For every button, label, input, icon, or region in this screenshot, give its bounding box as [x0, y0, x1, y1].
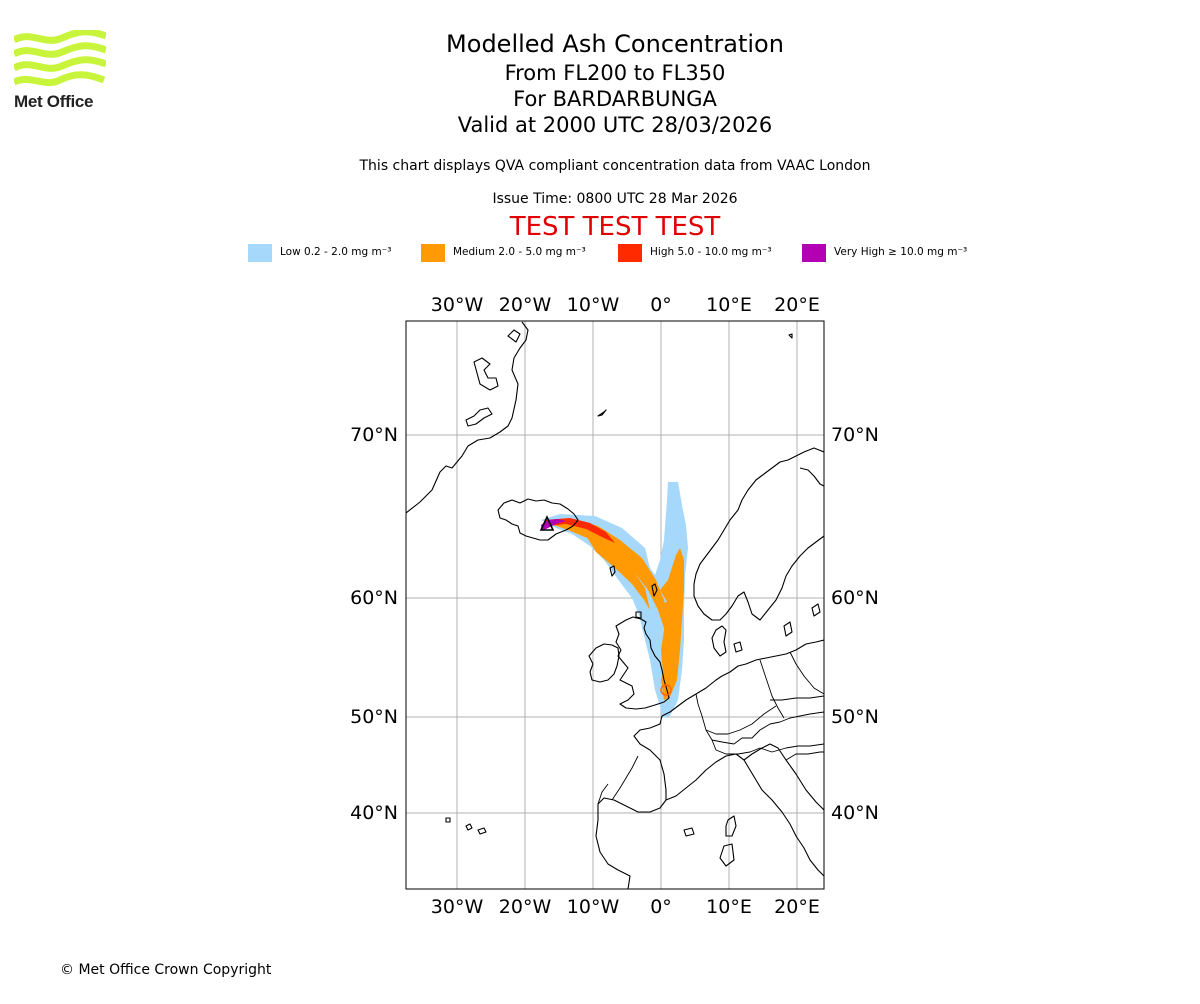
lon-label: 10°E — [706, 896, 752, 918]
valid-time: Valid at 2000 UTC 28/03/2026 — [457, 113, 773, 137]
met-office-waves-icon — [14, 30, 106, 87]
lon-label: 30°W — [431, 294, 484, 316]
lat-label: 70°N — [831, 424, 879, 446]
legend-label-medium: Medium 2.0 - 5.0 mg m⁻³ — [453, 246, 586, 258]
volcano-marker-icon[interactable] — [539, 515, 555, 531]
legend-label-high: High 5.0 - 10.0 mg m⁻³ — [650, 246, 772, 258]
logo-wave — [14, 30, 106, 44]
lat-labels-right: 70°N 60°N 50°N 40°N — [831, 424, 879, 824]
logo-wave — [14, 42, 106, 58]
graticule — [406, 321, 824, 889]
lat-label: 60°N — [831, 587, 879, 609]
lon-label: 20°E — [774, 294, 820, 316]
lon-label: 20°W — [499, 896, 552, 918]
lon-label: 30°W — [431, 896, 484, 918]
legend-swatch-very-high — [802, 244, 826, 262]
met-office-logo: Met Office — [14, 30, 110, 112]
legend-label-very-high: Very High ≥ 10.0 mg m⁻³ — [834, 246, 968, 258]
coastlines — [406, 321, 824, 889]
lat-label: 50°N — [831, 706, 879, 728]
test-banner: TEST TEST TEST — [509, 212, 721, 242]
logo-wave — [14, 56, 106, 72]
logo-wave — [14, 71, 106, 87]
legend-swatch-low — [248, 244, 272, 262]
plume-end-marker-icon — [660, 684, 672, 696]
logo-text: Met Office — [14, 92, 94, 111]
lon-label: 20°E — [774, 896, 820, 918]
ash-very-high-area — [541, 519, 566, 531]
volcano-name: For BARDARBUNGA — [513, 87, 717, 111]
lon-label: 10°W — [567, 896, 620, 918]
copyright: © Met Office Crown Copyright — [60, 962, 272, 978]
map-frame — [405, 320, 825, 890]
lon-label: 20°W — [499, 294, 552, 316]
lon-label: 0° — [650, 896, 672, 918]
ash-low-area — [541, 482, 688, 718]
qva-note: This chart displays QVA compliant concen… — [359, 158, 871, 174]
ash-high-area — [545, 518, 615, 543]
lat-label: 40°N — [831, 802, 879, 824]
lon-labels-top: 30°W 20°W 10°W 0° 10°E 20°E — [431, 294, 820, 316]
legend-swatch-high — [618, 244, 642, 262]
issue-time: Issue Time: 0800 UTC 28 Mar 2026 — [492, 191, 738, 207]
legend-label-low: Low 0.2 - 2.0 mg m⁻³ — [280, 246, 392, 258]
ash-medium-area — [545, 519, 684, 700]
chart-title-block: Modelled Ash Concentration From FL200 to… — [315, 28, 915, 138]
lon-label: 10°W — [567, 294, 620, 316]
chart-title: Modelled Ash Concentration — [446, 30, 784, 58]
lat-label: 50°N — [350, 706, 398, 728]
lon-label: 0° — [650, 294, 672, 316]
lat-labels-left: 70°N 60°N 50°N 40°N — [350, 424, 398, 824]
flight-levels: From FL200 to FL350 — [504, 61, 726, 85]
lon-label: 10°E — [706, 294, 752, 316]
lat-label: 70°N — [350, 424, 398, 446]
lat-label: 40°N — [350, 802, 398, 824]
lon-labels-bottom: 30°W 20°W 10°W 0° 10°E 20°E — [431, 896, 820, 918]
legend-swatch-medium — [421, 244, 445, 262]
lat-label: 60°N — [350, 587, 398, 609]
